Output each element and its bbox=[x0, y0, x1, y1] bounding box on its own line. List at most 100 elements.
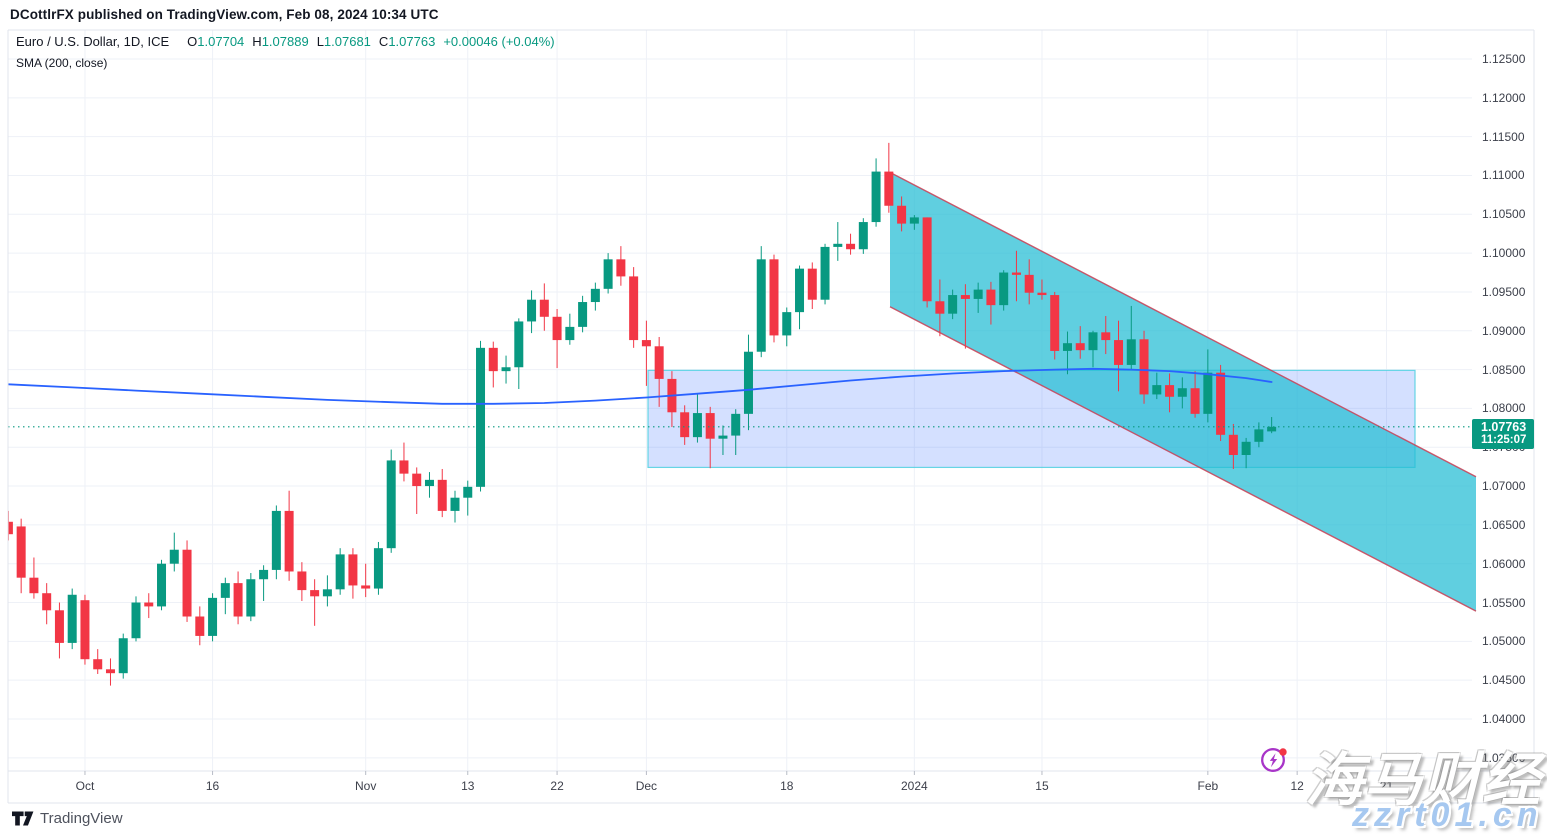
candle-down bbox=[93, 659, 103, 670]
symbol-name: Euro / U.S. Dollar, 1D, ICE bbox=[16, 34, 170, 49]
candle-down bbox=[1190, 388, 1200, 414]
time-axis-label: 15 bbox=[1035, 779, 1049, 793]
candle-down bbox=[488, 347, 498, 372]
candle-up bbox=[335, 554, 345, 590]
candle-down bbox=[616, 259, 626, 277]
candle-down bbox=[1024, 274, 1034, 293]
candle-up bbox=[322, 589, 332, 597]
candle-down bbox=[539, 299, 549, 317]
candle-up bbox=[565, 326, 575, 341]
candle-up bbox=[501, 367, 511, 372]
candle-up bbox=[386, 460, 396, 549]
candle-down bbox=[1165, 385, 1175, 397]
lightning-ideas-button[interactable] bbox=[1260, 746, 1288, 774]
candle-down bbox=[1216, 372, 1226, 435]
candle-up bbox=[463, 486, 473, 498]
candle-up bbox=[527, 299, 537, 322]
candle-up bbox=[450, 497, 460, 511]
candle-down bbox=[807, 268, 817, 300]
candle-down bbox=[1075, 343, 1085, 351]
candle-up bbox=[208, 597, 218, 636]
candle-up bbox=[246, 579, 256, 617]
time-axis-label: Oct bbox=[75, 779, 95, 793]
published-header: DCottlrFX published on TradingView.com, … bbox=[10, 7, 439, 22]
change-value: +0.00046 (+0.04%) bbox=[443, 34, 555, 49]
price-axis-label: 1.05000 bbox=[1482, 634, 1526, 649]
candle-up bbox=[590, 288, 600, 303]
candle-up bbox=[603, 259, 613, 289]
price-axis-label: 1.09000 bbox=[1482, 323, 1526, 338]
price-axis-label: 1.04500 bbox=[1482, 673, 1526, 688]
candle-down bbox=[654, 346, 664, 379]
candle-down bbox=[897, 205, 907, 224]
candle-down bbox=[80, 600, 90, 660]
channel-top-line bbox=[889, 171, 1477, 478]
candle-down bbox=[310, 590, 320, 597]
candle-down bbox=[29, 577, 39, 594]
candle-up bbox=[743, 351, 753, 414]
candle-up bbox=[795, 268, 805, 313]
candle-up bbox=[259, 569, 269, 580]
candle-down bbox=[348, 554, 358, 586]
last-price-value: 1.07763 bbox=[1481, 420, 1527, 435]
price-axis-label: 1.12500 bbox=[1482, 52, 1526, 66]
candle-up bbox=[424, 479, 434, 487]
price-axis-label: 1.11000 bbox=[1482, 168, 1525, 183]
watermark-cjk: 海马财经 bbox=[1305, 748, 1542, 813]
price-axis-label: 1.08500 bbox=[1482, 362, 1526, 377]
price-axis-label: 1.06000 bbox=[1482, 556, 1526, 571]
candle-up bbox=[871, 171, 881, 223]
candle-up bbox=[271, 510, 281, 570]
candle-down bbox=[42, 593, 52, 611]
candle-down bbox=[1011, 272, 1021, 275]
candle-down bbox=[552, 316, 562, 341]
candle-up bbox=[1062, 343, 1072, 351]
candle-up bbox=[118, 638, 128, 674]
candle-down bbox=[105, 669, 115, 674]
price-axis-label: 1.03500 bbox=[1482, 750, 1526, 765]
high-value: 1.07889 bbox=[261, 34, 309, 49]
tradingview-brand-text[interactable]: TradingView bbox=[40, 810, 123, 827]
candle-up bbox=[1241, 441, 1251, 455]
candle-up bbox=[169, 549, 179, 564]
candle-up bbox=[909, 217, 919, 224]
candle-down bbox=[399, 460, 409, 474]
last-price-badge: 1.07763 11:25:07 bbox=[1472, 419, 1534, 450]
price-axis-label: 1.10500 bbox=[1482, 207, 1526, 222]
candle-down bbox=[54, 610, 64, 643]
candle-up bbox=[973, 289, 983, 299]
time-axis-label: Feb bbox=[1197, 779, 1219, 793]
candle-down bbox=[960, 295, 970, 299]
candle-up bbox=[1152, 385, 1162, 395]
open-label: O bbox=[187, 34, 198, 49]
watermark-url: zzrt01.cn bbox=[1352, 796, 1543, 834]
time-axis-label: 12 bbox=[1290, 779, 1304, 793]
candle-up bbox=[131, 602, 141, 639]
tradingview-logo-icon[interactable] bbox=[12, 810, 34, 827]
price-axis-label: 1.04000 bbox=[1482, 711, 1526, 726]
candle-down bbox=[1037, 292, 1047, 296]
time-axis-label: Dec bbox=[635, 779, 658, 793]
candle-down bbox=[769, 259, 779, 336]
price-axis-label: 1.05500 bbox=[1482, 595, 1526, 610]
candle-down bbox=[1050, 295, 1060, 351]
low-value: 1.07681 bbox=[323, 34, 371, 49]
candle-up bbox=[578, 302, 588, 327]
candle-down bbox=[284, 510, 294, 572]
close-label: C bbox=[378, 34, 389, 49]
candle-up bbox=[718, 435, 728, 439]
candle-down bbox=[986, 289, 996, 306]
candle-up bbox=[948, 295, 958, 314]
open-value: 1.07704 bbox=[197, 34, 245, 49]
candle-up bbox=[1088, 332, 1098, 351]
time-axis-label: 2024 bbox=[901, 779, 928, 793]
candle-down bbox=[8, 521, 13, 535]
time-axis-label: 21 bbox=[1379, 779, 1394, 793]
candle-up bbox=[999, 272, 1009, 306]
candle-down bbox=[1101, 332, 1111, 341]
candle-up bbox=[514, 321, 524, 368]
price-axis-label: 1.06500 bbox=[1482, 517, 1526, 532]
candle-down bbox=[884, 171, 894, 206]
